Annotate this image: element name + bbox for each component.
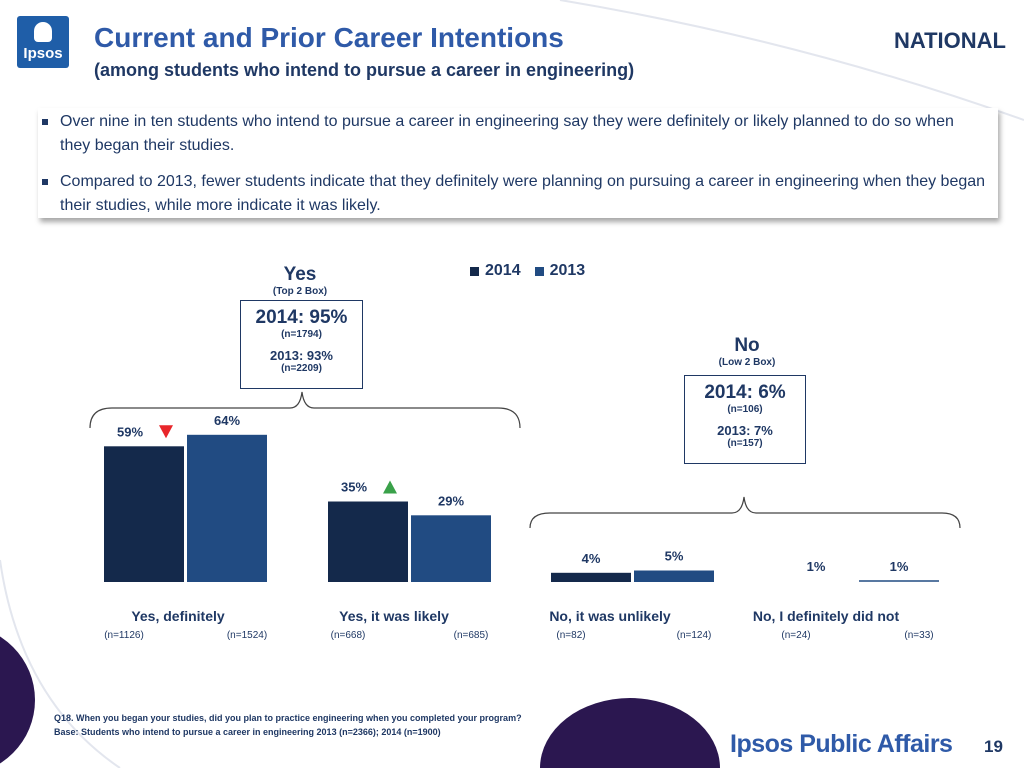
category-label: Yes, it was likely: [339, 608, 449, 624]
sample-size-label: (n=668): [331, 630, 366, 641]
legend-item-2013: 2013: [534, 262, 586, 280]
bar-value-label: 64%: [214, 413, 240, 428]
bar-2013: [634, 570, 714, 582]
no-summary-heading: No (Low 2 Box): [697, 335, 797, 368]
yes-label: Yes: [283, 264, 317, 285]
bullet-square-icon: [42, 179, 48, 185]
yes-summary-heading: Yes (Top 2 Box): [250, 264, 350, 297]
page-subtitle: (among students who intend to pursue a c…: [94, 60, 635, 80]
no-group-bracket: [529, 496, 961, 529]
yes-2014-n: (n=1794): [281, 329, 322, 340]
no-2013-n: (n=157): [727, 438, 763, 449]
legend-label: 2014: [485, 262, 521, 279]
category-label: No, I definitely did not: [753, 608, 900, 624]
sample-size-label: (n=33): [904, 630, 933, 641]
category-label: Yes, definitely: [131, 608, 225, 624]
no-sublabel: (Low 2 Box): [718, 357, 776, 368]
sample-size-label: (n=1524): [227, 630, 267, 641]
finding-text: Over nine in ten students who intend to …: [60, 113, 954, 154]
significance-down-arrow-icon: [159, 425, 173, 439]
significance-up-arrow-icon: [383, 480, 397, 494]
bar-2014: [551, 572, 631, 582]
no-2013-value: 2013: 7%: [717, 423, 773, 438]
yes-sublabel: (Top 2 Box): [272, 286, 328, 297]
no-2014-value: 2014: 6%: [704, 382, 786, 403]
sample-size-label: (n=1126): [104, 630, 144, 641]
ipsos-logo: Ipsos: [17, 16, 69, 68]
yes-group-bracket: [89, 391, 521, 429]
legend-label: 2013: [549, 262, 586, 279]
yes-summary-box: 2014: 95% (n=1794) 2013: 93% (n=2209): [240, 300, 363, 389]
page-title: Current and Prior Career Intentions: [94, 22, 564, 53]
bar-2013: [187, 434, 267, 582]
chart-legend: 2014 2013: [470, 262, 585, 280]
no-summary-box: 2014: 6% (n=106) 2013: 7% (n=157): [684, 375, 806, 464]
bar-2013: [411, 515, 491, 582]
sample-size-label: (n=82): [556, 630, 585, 641]
yes-2013-n: (n=2209): [281, 363, 322, 374]
bar-value-label: 1%: [807, 559, 826, 574]
sample-size-label: (n=685): [454, 630, 489, 641]
yes-2013-value: 2013: 93%: [270, 348, 333, 363]
yes-2014-value: 2014: 95%: [255, 307, 348, 328]
footnote-question: Q18. When you began your studies, did yo…: [54, 713, 522, 723]
category-label: No, it was unlikely: [549, 608, 671, 624]
bar-value-label: 29%: [438, 493, 464, 508]
page-number: 19: [984, 737, 1003, 756]
finding-bullet: Over nine in ten students who intend to …: [38, 110, 988, 158]
bar-value-label: 35%: [341, 480, 367, 495]
legend-item-2014: 2014: [470, 262, 521, 280]
bullet-square-icon: [42, 119, 48, 125]
finding-text: Compared to 2013, fewer students indicat…: [60, 173, 986, 214]
no-label: No: [734, 335, 760, 356]
finding-bullet: Compared to 2013, fewer students indicat…: [38, 170, 988, 218]
logo-text: Ipsos: [23, 45, 63, 62]
bar-2014: [328, 501, 408, 582]
footnote-base: Base: Students who intend to pursue a ca…: [54, 727, 441, 737]
legend-swatch-2013: [534, 266, 544, 276]
legend-swatch-2014: [470, 266, 479, 276]
ipsos-logo-icon: [34, 22, 52, 42]
bar-value-label: 59%: [117, 424, 143, 439]
bar-2014: [104, 446, 184, 582]
sample-size-label: (n=124): [677, 630, 712, 641]
no-2014-n: (n=106): [727, 404, 763, 415]
key-findings-box: Over nine in ten students who intend to …: [38, 108, 998, 218]
bar-value-label: 5%: [665, 549, 684, 564]
ipsos-public-affairs-brand: Ipsos Public Affairs: [730, 730, 953, 758]
region-label: NATIONAL: [893, 28, 1006, 53]
chart-footnote: Q18. When you began your studies, did yo…: [54, 711, 522, 739]
bar-value-label: 1%: [890, 559, 909, 574]
sample-size-label: (n=24): [781, 630, 810, 641]
bar-value-label: 4%: [582, 551, 601, 566]
